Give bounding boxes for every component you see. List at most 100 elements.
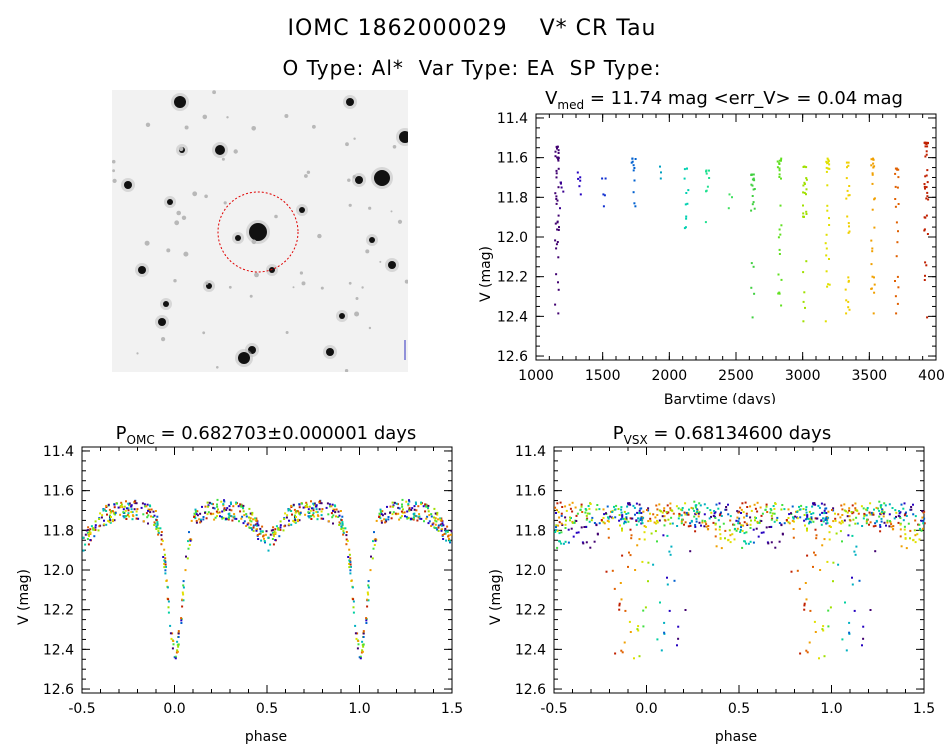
data-point — [751, 203, 754, 206]
data-point — [285, 516, 288, 519]
faint-star — [174, 220, 180, 226]
data-point — [686, 167, 688, 170]
data-point — [254, 518, 257, 521]
data-point — [661, 511, 664, 514]
data-point — [267, 536, 270, 539]
data-point — [407, 503, 410, 506]
data-point — [750, 509, 753, 512]
data-point — [433, 526, 436, 529]
data-point — [334, 511, 337, 514]
data-point — [813, 620, 816, 623]
data-point — [88, 530, 91, 533]
data-point — [331, 503, 334, 506]
data-point — [740, 508, 743, 511]
data-point — [848, 515, 851, 518]
data-point — [912, 539, 915, 542]
data-point — [325, 506, 328, 509]
data-point — [795, 510, 797, 513]
data-point — [228, 505, 231, 508]
data-point — [719, 533, 722, 536]
data-point — [925, 197, 928, 200]
data-point — [446, 530, 449, 533]
data-point — [213, 518, 216, 521]
data-point — [663, 631, 666, 634]
data-point — [919, 527, 921, 530]
data-point — [593, 522, 596, 524]
data-point — [199, 518, 202, 521]
data-point — [834, 512, 836, 515]
faint-star — [112, 169, 115, 173]
data-point — [417, 505, 420, 508]
data-point — [813, 551, 815, 554]
data-point — [921, 510, 924, 513]
data-point — [249, 519, 252, 522]
data-point — [606, 505, 609, 508]
data-point — [779, 233, 782, 236]
data-point — [107, 519, 110, 522]
data-point — [340, 519, 343, 522]
data-point — [656, 508, 659, 511]
data-point — [922, 520, 925, 523]
data-point — [378, 516, 381, 518]
data-point — [803, 191, 806, 194]
data-point — [925, 214, 928, 217]
data-point — [814, 528, 817, 531]
data-point — [832, 580, 834, 583]
data-point — [188, 544, 191, 546]
data-point — [243, 514, 246, 517]
data-point — [124, 509, 127, 512]
data-point — [630, 534, 633, 537]
data-point — [133, 500, 136, 503]
data-point — [840, 522, 843, 525]
data-point — [629, 503, 632, 506]
data-point — [752, 201, 755, 204]
data-point — [806, 515, 809, 518]
data-point — [868, 523, 870, 526]
data-point — [146, 503, 149, 506]
data-point — [677, 507, 680, 510]
data-point — [749, 516, 752, 519]
data-point — [886, 521, 889, 524]
data-point — [182, 599, 185, 602]
data-point — [571, 521, 574, 524]
data-point — [623, 522, 625, 525]
data-point — [740, 526, 742, 529]
faint-star — [361, 286, 364, 289]
data-point — [564, 505, 567, 508]
data-point — [814, 631, 817, 633]
data-point — [193, 516, 196, 518]
data-point — [408, 509, 411, 512]
data-point — [633, 657, 635, 660]
data-point — [700, 524, 702, 527]
data-point — [848, 507, 851, 510]
data-point — [632, 191, 635, 194]
data-point — [713, 510, 716, 512]
data-point — [697, 515, 700, 518]
y-tick-label: 11.4 — [515, 444, 546, 460]
data-point — [194, 510, 197, 513]
y-tick-label: 12.4 — [497, 309, 528, 325]
data-point — [291, 513, 293, 516]
data-point — [805, 177, 808, 180]
data-point — [295, 516, 297, 518]
data-point — [745, 542, 748, 545]
data-point — [796, 517, 799, 520]
data-point — [668, 609, 671, 612]
data-point — [130, 504, 133, 507]
data-point — [809, 521, 812, 524]
data-point — [428, 520, 431, 523]
data-point — [571, 510, 574, 513]
data-point — [274, 539, 277, 541]
data-point — [615, 504, 618, 507]
data-point — [111, 520, 114, 523]
data-point — [87, 543, 90, 546]
data-point — [787, 517, 790, 519]
data-point — [820, 519, 823, 522]
data-point — [397, 503, 399, 506]
data-point — [555, 247, 558, 250]
data-point — [319, 502, 322, 505]
data-point — [870, 263, 873, 266]
data-point — [443, 533, 446, 535]
y-tick-label: 12.6 — [43, 682, 74, 698]
data-point — [666, 512, 669, 515]
